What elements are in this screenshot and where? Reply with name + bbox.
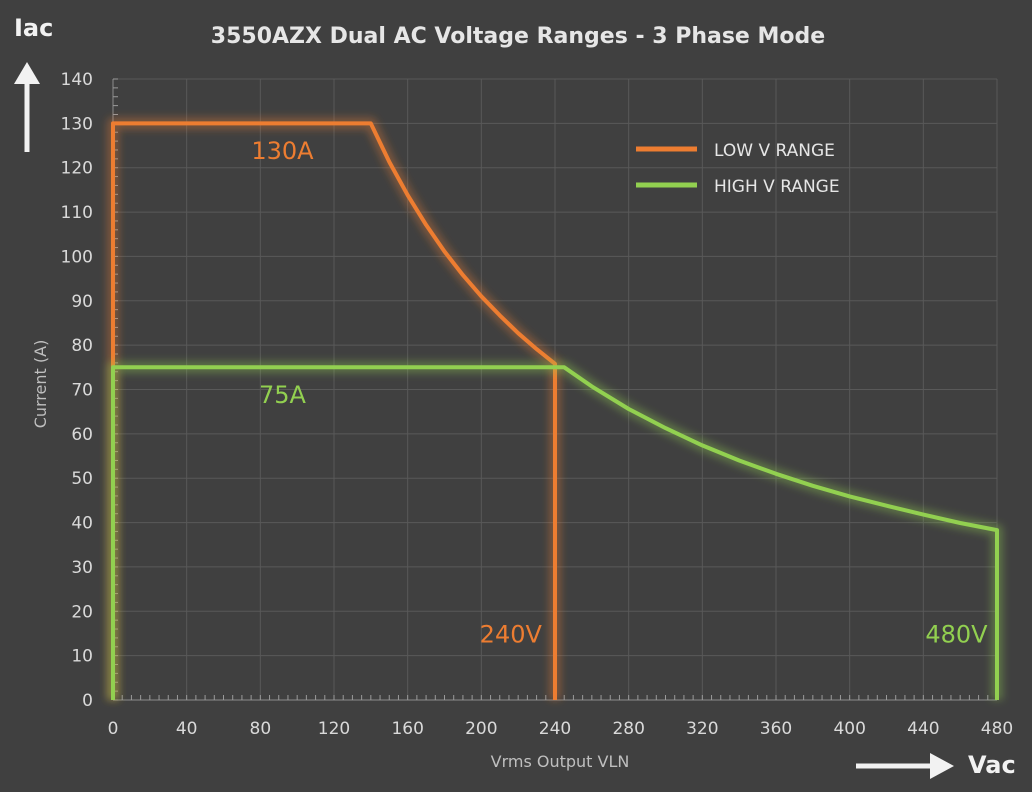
series-lines [107, 117, 1003, 700]
legend-label: HIGH V RANGE [714, 177, 840, 197]
annotation-label: 480V [925, 620, 988, 648]
y-tick-label: 10 [71, 647, 93, 667]
y-tick-label: 90 [71, 292, 93, 312]
y-tick-label: 40 [71, 514, 93, 534]
y-tick-label: 140 [61, 70, 93, 90]
chart-title: 3550AZX Dual AC Voltage Ranges - 3 Phase… [211, 24, 825, 49]
x-tick-label: 280 [612, 719, 644, 739]
x-axis-title: Vrms Output VLN [491, 752, 630, 771]
x-tick-label: 0 [108, 719, 119, 739]
legend-label: LOW V RANGE [714, 141, 835, 161]
x-tick-label: 400 [833, 719, 865, 739]
x-tick-label: 320 [686, 719, 718, 739]
y-tick-label: 100 [61, 247, 93, 267]
x-tick-label: 80 [250, 719, 272, 739]
y-tick-label: 80 [71, 336, 93, 356]
series-line [111, 365, 999, 700]
y-tick-label: 120 [61, 159, 93, 179]
right-arrow-icon [856, 753, 954, 779]
x-corner-label: Vac [968, 751, 1016, 779]
y-tick-label: 0 [82, 691, 93, 711]
x-tick-label: 200 [465, 719, 497, 739]
y-tick-label: 70 [71, 381, 93, 401]
x-tick-label: 360 [760, 719, 792, 739]
axis-ticks: 0 40 80 120 160 200 240 280 320 360 400 440 480 0 10 20… [61, 70, 1014, 739]
y-tick-label: 30 [71, 558, 93, 578]
y-tick-label: 50 [71, 469, 93, 489]
series-line [111, 121, 557, 700]
x-tick-label: 240 [539, 719, 571, 739]
y-tick-label: 130 [61, 114, 93, 134]
up-arrow-icon [14, 62, 40, 152]
annotations: 130A 75A 240V 480V [251, 137, 988, 648]
y-axis-title: Current (A) [31, 340, 50, 429]
x-tick-label: 440 [907, 719, 939, 739]
annotation-label: 130A [251, 137, 314, 165]
annotation-label: 75A [259, 381, 307, 409]
y-tick-label: 60 [71, 425, 93, 445]
annotation-label: 240V [480, 620, 543, 648]
x-tick-label: 40 [176, 719, 198, 739]
y-tick-label: 110 [61, 203, 93, 223]
x-tick-label: 120 [318, 719, 350, 739]
y-corner-label: Iac [14, 14, 53, 42]
legend: LOW V RANGE HIGH V RANGE [636, 141, 840, 197]
y-tick-label: 20 [71, 602, 93, 622]
x-tick-label: 480 [981, 719, 1013, 739]
x-tick-label: 160 [391, 719, 423, 739]
